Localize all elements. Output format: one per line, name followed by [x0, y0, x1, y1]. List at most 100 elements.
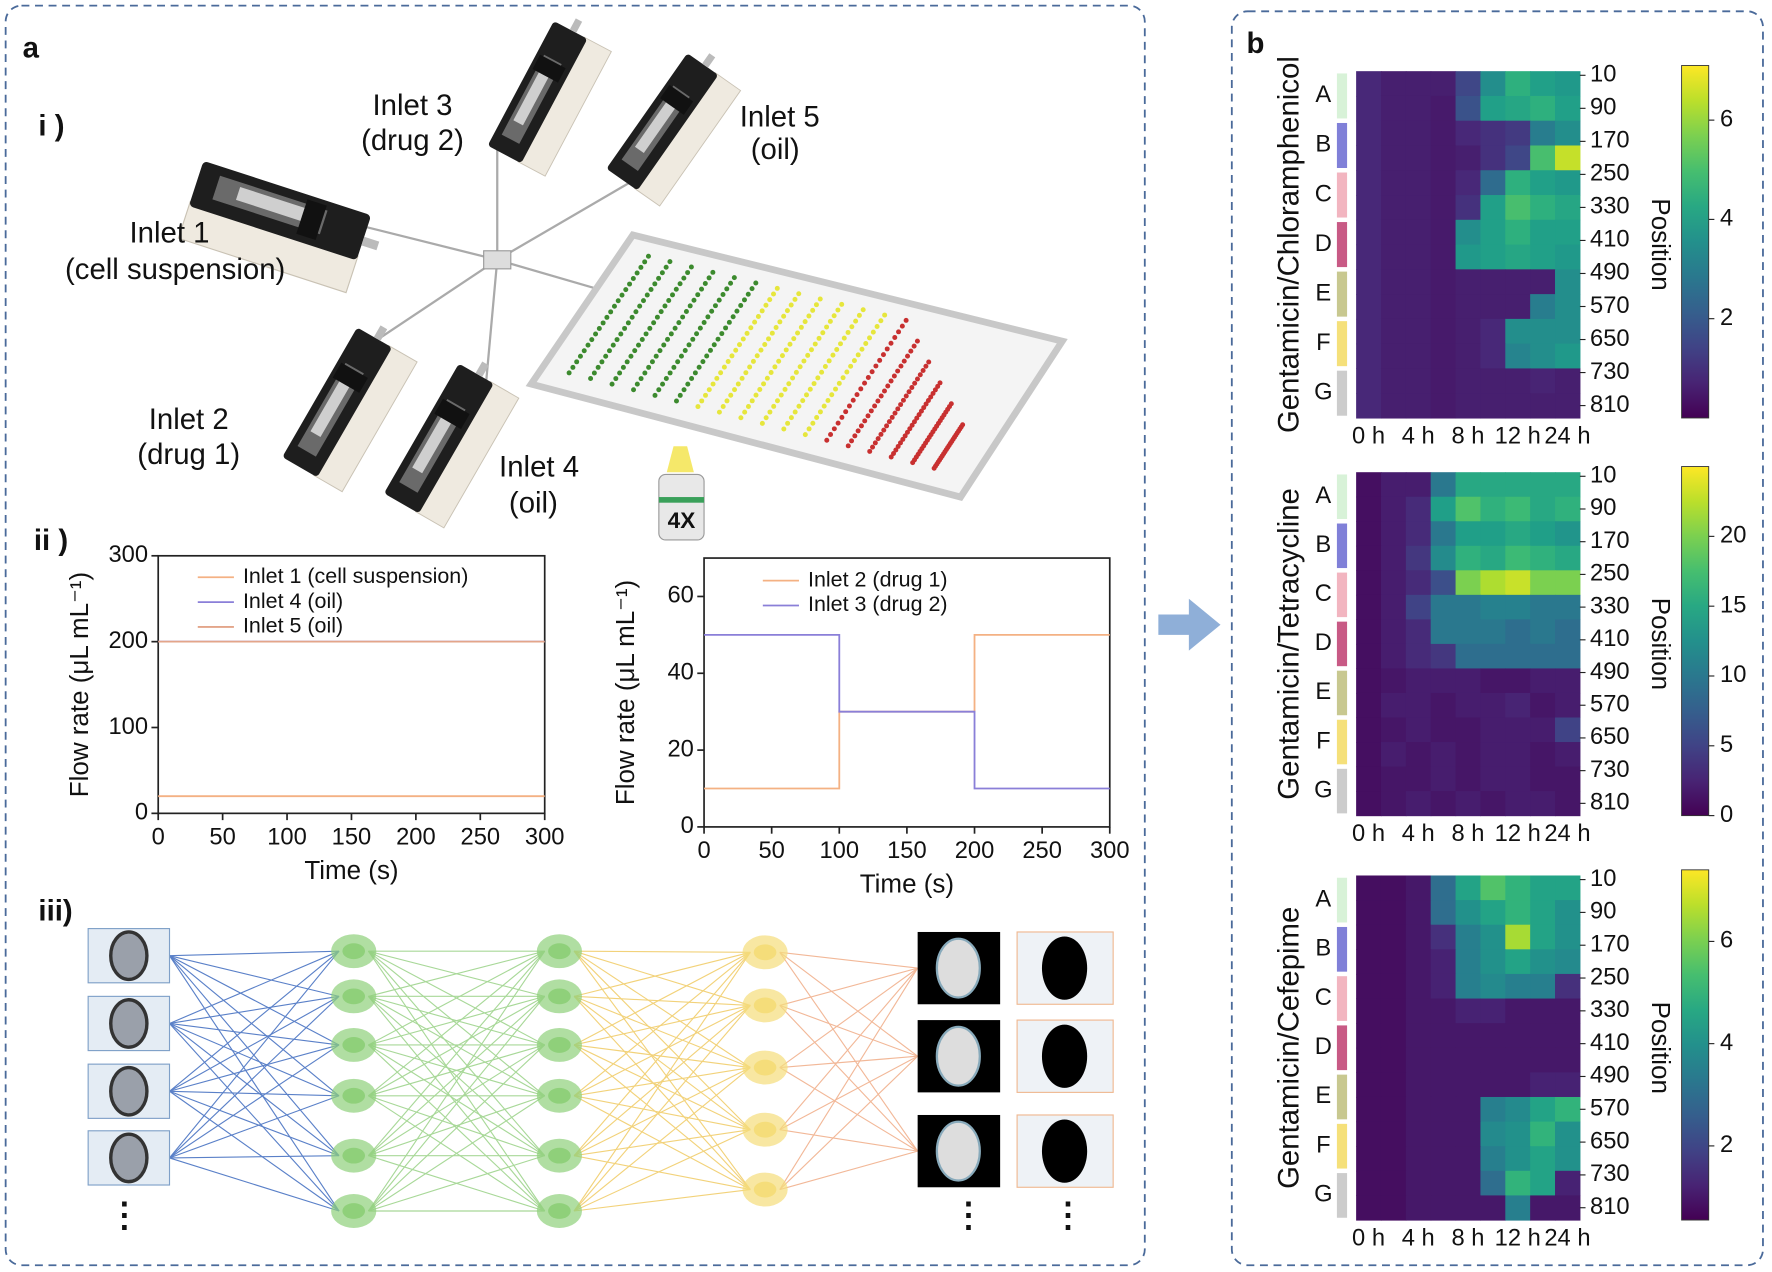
chamber [593, 331, 599, 337]
heat-cell [1505, 318, 1531, 345]
x-tick-label: 200 [955, 838, 995, 864]
chamber [747, 364, 753, 370]
heat-cell [1555, 998, 1581, 1024]
heat-cell [1480, 1170, 1506, 1196]
chamber [633, 309, 639, 315]
connection [368, 1095, 545, 1157]
heat-cell [1405, 924, 1432, 950]
heat-cell [1356, 692, 1382, 719]
group-bar [1336, 1123, 1348, 1169]
heat-cell [1530, 791, 1556, 817]
heat-cell [1480, 269, 1506, 295]
heat-cell [1555, 496, 1581, 522]
chamber [744, 330, 750, 336]
heat-cell [1455, 393, 1481, 419]
connection [169, 1095, 340, 1159]
heat-cell [1555, 145, 1581, 171]
chamber [748, 325, 754, 331]
heat-cell [1356, 195, 1382, 221]
chamber [615, 298, 621, 304]
chamber [581, 348, 587, 354]
heat-cell [1455, 368, 1481, 394]
x-axis-label: Time (s) [304, 855, 398, 885]
mask [1041, 936, 1088, 1000]
heat-cell [1455, 219, 1481, 246]
chamber [822, 364, 828, 370]
chamber [694, 331, 700, 337]
chamber [759, 420, 765, 426]
chamber [688, 264, 694, 270]
connection [574, 950, 751, 953]
group-bar [1336, 877, 1348, 923]
chamber [895, 406, 901, 412]
connection [169, 1090, 340, 1157]
y-tick-label: 570 [1590, 293, 1630, 319]
group-bar [1336, 1074, 1348, 1120]
chamber [702, 281, 708, 286]
connection [573, 950, 751, 1190]
chamber [686, 342, 692, 348]
x-tick-label: 24 h [1544, 423, 1590, 449]
colorbar-tick-label: 6 [1720, 928, 1733, 954]
chamber [697, 325, 703, 331]
chamber [630, 276, 636, 281]
heat-cell [1356, 244, 1382, 270]
heat-cell [1555, 244, 1581, 270]
group-bar [1336, 474, 1348, 519]
y-tick-label: 410 [1590, 1030, 1630, 1056]
chamber [829, 392, 835, 398]
chamber [709, 308, 715, 314]
heat-cell [1380, 924, 1407, 950]
connection [779, 1150, 918, 1191]
chamber [696, 364, 702, 370]
y-tick-label: 490 [1590, 260, 1630, 286]
inlet-name: Inlet 1 [130, 217, 210, 250]
chamber [821, 403, 827, 409]
heat-cell [1380, 900, 1407, 926]
chamber [753, 392, 759, 398]
heat-cell [1505, 570, 1531, 596]
chamber [632, 348, 638, 354]
chamber [935, 383, 941, 389]
chamber [806, 426, 812, 432]
heat-cell [1555, 1047, 1581, 1073]
heat-cell [1380, 393, 1407, 419]
group-label: B [1315, 936, 1331, 962]
group-bar [1336, 768, 1348, 814]
group-label: G [1314, 1182, 1332, 1208]
connection [169, 950, 340, 957]
connection [573, 1067, 751, 1212]
heat-cell [1505, 368, 1531, 394]
colorbar [1681, 65, 1710, 419]
heat-cell [1505, 875, 1531, 901]
group-label: C [1315, 581, 1332, 607]
chamber [867, 448, 873, 454]
x-tick-label: 0 h [1352, 1226, 1385, 1252]
chamber [851, 358, 857, 364]
heat-cell [1530, 1146, 1556, 1172]
chamber [921, 405, 927, 411]
chamber [906, 389, 912, 395]
heat-cell [1405, 368, 1432, 394]
chamber [656, 387, 662, 393]
chamber [891, 373, 897, 379]
heat-cell [1380, 170, 1407, 196]
chamber [928, 394, 934, 400]
chamber [892, 335, 898, 341]
chamber [774, 285, 780, 291]
objective-label: 4X [668, 508, 696, 533]
connection [368, 1155, 545, 1212]
legend-label: Inlet 3 (drug 2) [808, 592, 948, 616]
chamber [795, 330, 801, 336]
chamber [907, 426, 913, 432]
connection [169, 1155, 340, 1159]
chip-chambers [566, 253, 966, 471]
colorbar-tick-label: 4 [1720, 1030, 1733, 1056]
connection [368, 1044, 546, 1212]
heat-cell [1455, 594, 1481, 620]
heat-cell [1356, 900, 1382, 926]
inlet-name: Inlet 4 [499, 451, 579, 484]
chamber [730, 314, 736, 320]
node-core [342, 988, 366, 1005]
chamber [695, 404, 701, 410]
